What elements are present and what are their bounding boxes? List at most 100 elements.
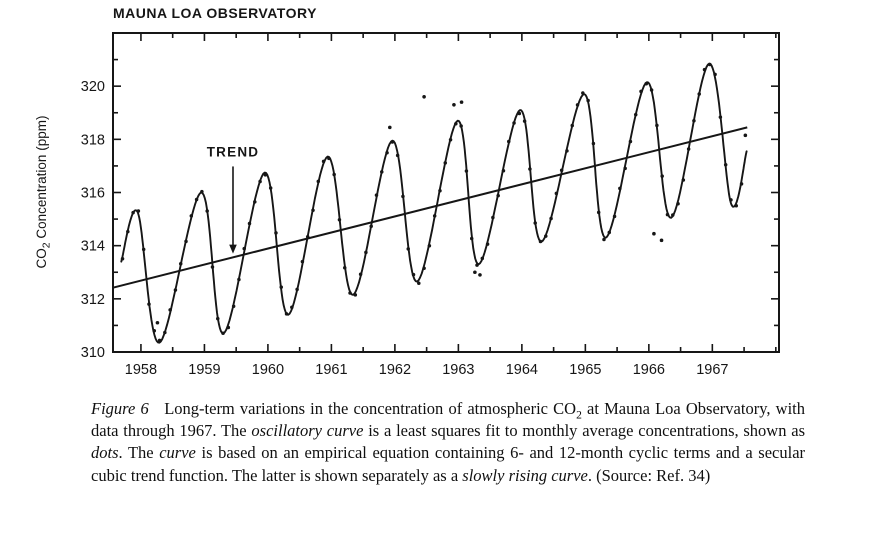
data-dot	[432, 214, 437, 218]
caption-text: at Mauna Loa Observatory, with data thro…	[91, 399, 806, 441]
data-dot	[279, 285, 283, 289]
data-dot	[374, 193, 379, 197]
x-tick-label: 1967	[696, 362, 728, 378]
data-dot	[708, 62, 712, 67]
data-dot	[665, 212, 670, 217]
x-tick-label: 1966	[633, 362, 665, 378]
caption-italic-text: oscillatory curve	[251, 421, 364, 441]
caption-text: is based on an empirical equation contai…	[91, 443, 806, 485]
caption-italic-text: curve	[159, 443, 196, 463]
data-dot	[268, 186, 273, 190]
data-dot	[422, 266, 426, 270]
data-dot	[602, 237, 606, 242]
monthly-dots	[120, 62, 748, 343]
data-dot	[522, 119, 527, 123]
chart-title: MAUNA LOA OBSERVATORY	[113, 5, 317, 21]
data-dot	[501, 169, 506, 173]
outlier-dot	[388, 125, 392, 130]
data-dot	[163, 330, 167, 335]
data-dot	[295, 287, 299, 292]
data-dot	[448, 138, 453, 142]
outlier-dot	[473, 270, 477, 275]
data-dot	[385, 150, 389, 155]
data-dot	[480, 256, 485, 261]
data-dot	[459, 124, 463, 128]
co2-chart: 1958 1959 1960 1961 1962 1963 1964 1965 1966 1967…	[34, 32, 780, 378]
data-dot	[570, 123, 574, 128]
data-dot	[337, 218, 342, 222]
caption-italic-text: slowly rising curve	[462, 465, 588, 485]
data-dot	[358, 272, 363, 277]
caption-italic-text: dots	[91, 443, 119, 463]
outlier-dot	[659, 238, 664, 243]
data-dot	[454, 122, 458, 126]
data-dot	[178, 262, 183, 266]
oscillatory-curve	[120, 62, 748, 344]
data-dot	[284, 312, 289, 316]
x-tick-label: 1960	[252, 362, 284, 378]
data-dot	[496, 193, 500, 198]
x-tick-label: 1963	[442, 362, 474, 378]
caption-text: 2	[576, 409, 582, 422]
y-axis-ticks	[113, 58, 779, 327]
data-dot	[729, 198, 733, 202]
data-dot	[380, 170, 384, 174]
trend-arrow-head	[229, 244, 237, 254]
data-dot	[506, 139, 511, 144]
data-dot	[157, 338, 162, 343]
data-dot	[485, 242, 490, 246]
data-dot	[210, 265, 215, 269]
data-dot	[342, 266, 347, 270]
data-dot	[242, 246, 246, 251]
x-axis-ticks	[140, 33, 777, 352]
data-dot	[692, 118, 696, 123]
data-dot	[438, 188, 442, 193]
data-dot	[205, 209, 209, 213]
outlier-dot	[452, 102, 456, 107]
caption-text: . (Source: Ref. 34)	[587, 465, 711, 485]
data-dot	[623, 166, 627, 171]
data-dot	[660, 174, 664, 178]
outlier-dot	[652, 231, 656, 236]
y-tick-label: 312	[81, 292, 105, 308]
x-tick-label: 1958	[125, 362, 157, 378]
data-dot	[644, 82, 649, 86]
data-dot	[311, 208, 315, 213]
data-dot	[411, 272, 416, 277]
data-dot	[464, 169, 469, 173]
caption-italic-text: Figure 6	[91, 399, 149, 418]
y-axis-labels: 310 312 314 316 318 320	[81, 79, 105, 361]
data-dot	[549, 216, 553, 221]
trend-label: TREND	[207, 145, 260, 160]
caption-text: Long-term variations in the concentratio…	[148, 399, 577, 418]
data-dot	[512, 121, 516, 125]
data-dot	[417, 281, 421, 285]
outlier-dot	[459, 100, 464, 104]
data-dot	[734, 203, 739, 208]
outlier-dot	[422, 95, 426, 99]
data-dot	[406, 247, 410, 251]
data-dot	[274, 231, 278, 235]
data-dot	[189, 214, 194, 218]
data-dot	[364, 250, 368, 255]
data-dot	[369, 224, 373, 229]
data-dot	[639, 89, 643, 94]
caption-text: . The	[118, 443, 160, 463]
data-dot	[131, 210, 135, 215]
data-dot	[697, 92, 701, 96]
trend-line	[112, 126, 748, 289]
data-dot	[586, 98, 590, 103]
data-dot	[544, 234, 548, 238]
data-dot	[147, 302, 151, 306]
y-tick-label: 310	[81, 345, 105, 361]
data-dot	[469, 236, 474, 241]
data-dot	[686, 147, 691, 151]
data-dot	[681, 178, 686, 182]
data-dot	[591, 141, 596, 146]
data-dot	[713, 72, 717, 77]
data-dot	[702, 67, 707, 72]
data-dot	[253, 200, 257, 204]
data-dot	[533, 221, 537, 225]
data-dot	[538, 239, 543, 244]
data-dot	[395, 153, 400, 158]
